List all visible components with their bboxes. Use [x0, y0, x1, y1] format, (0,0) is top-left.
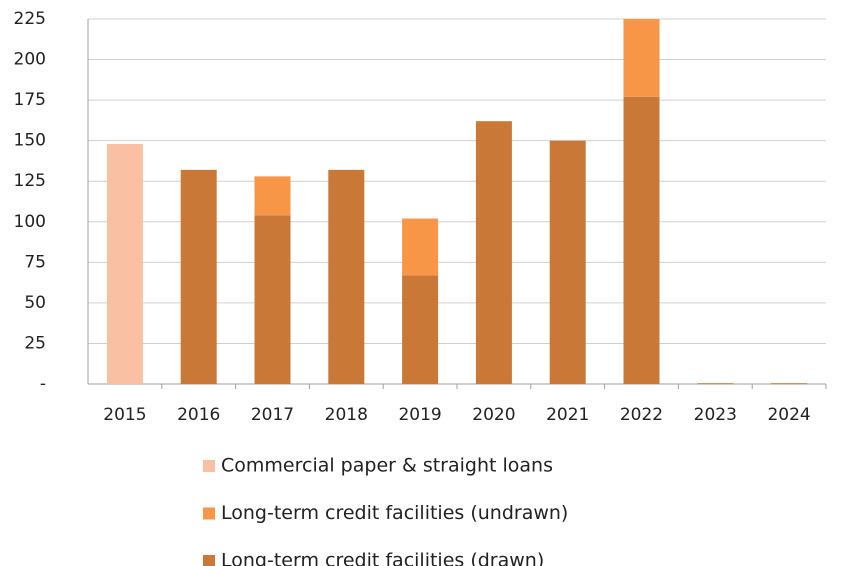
y-tick-label: 200 — [14, 50, 46, 70]
bar — [254, 176, 291, 216]
legend-swatch — [203, 555, 215, 566]
legend-label: Commercial paper & straight loans — [221, 455, 553, 477]
x-tick-label: 2018 — [325, 405, 368, 425]
bar — [180, 169, 217, 384]
bar — [402, 275, 439, 384]
legend-swatch — [203, 507, 215, 520]
x-tick-label: 2023 — [694, 405, 737, 425]
legend-label: Long-term credit facilities (drawn) — [221, 550, 544, 566]
y-tick-label: 150 — [14, 131, 46, 151]
x-tick-label: 2017 — [251, 405, 294, 425]
bar — [771, 383, 808, 385]
bar — [623, 96, 660, 384]
bar — [254, 215, 291, 384]
y-tick-label: 25 — [24, 333, 46, 353]
x-tick-label: 2020 — [472, 405, 515, 425]
bar — [475, 121, 512, 384]
bar — [623, 19, 660, 97]
y-tick-label: 50 — [24, 293, 46, 313]
bar — [328, 169, 365, 384]
x-tick-label: 2022 — [620, 405, 663, 425]
x-tick-label: 2015 — [103, 405, 146, 425]
bar — [697, 383, 734, 385]
y-tick-label: 225 — [14, 9, 46, 29]
x-tick-label: 2019 — [398, 405, 441, 425]
y-tick-label: - — [40, 374, 46, 394]
bar — [549, 140, 586, 384]
x-tick-label: 2021 — [546, 405, 589, 425]
x-tick-label: 2024 — [767, 405, 810, 425]
y-tick-label: 75 — [24, 252, 46, 272]
bar — [106, 143, 143, 384]
y-tick-label: 125 — [14, 171, 46, 191]
legend-swatch — [203, 460, 215, 472]
y-tick-label: 175 — [14, 90, 46, 110]
x-tick-label: 2016 — [177, 405, 220, 425]
y-tick-label: 100 — [14, 212, 46, 232]
legend-label: Long-term credit facilities (undrawn) — [221, 502, 568, 524]
bar — [402, 218, 439, 276]
